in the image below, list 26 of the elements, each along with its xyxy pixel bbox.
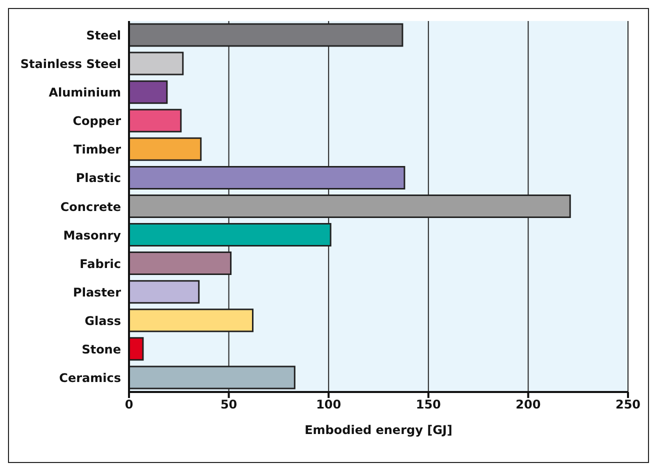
x-tick-label: 200 <box>516 398 541 412</box>
bar <box>129 80 168 104</box>
y-tick-label: Aluminium <box>48 86 121 100</box>
x-axis-title: Embodied energy [GJ] <box>304 423 452 437</box>
y-tick-label: Masonry <box>63 228 122 242</box>
bar <box>129 337 144 361</box>
x-tick-label: 150 <box>416 398 441 412</box>
y-tick-label: Fabric <box>80 256 121 271</box>
x-tick-label: 50 <box>220 398 238 412</box>
x-tick-label: 100 <box>316 398 342 412</box>
y-tick-label: Stainless Steel <box>20 57 121 72</box>
y-tick-label: Steel <box>86 28 121 43</box>
y-tick-label: Copper <box>72 114 122 128</box>
y-tick-label: Ceramics <box>59 370 121 385</box>
y-tick-label: Glass <box>84 314 121 328</box>
bar <box>129 108 182 132</box>
y-tick-label: Stone <box>82 342 121 356</box>
y-tick-label: Plastic <box>76 171 121 186</box>
y-tick-label: Plaster <box>73 285 122 300</box>
y-tick-label: Timber <box>74 142 122 157</box>
bar <box>129 137 202 161</box>
y-tick-label: Concrete <box>60 200 121 214</box>
x-tick-label: 0 <box>124 398 134 412</box>
bar <box>129 280 200 304</box>
x-tick-label: 250 <box>615 398 641 412</box>
bar <box>129 52 184 76</box>
